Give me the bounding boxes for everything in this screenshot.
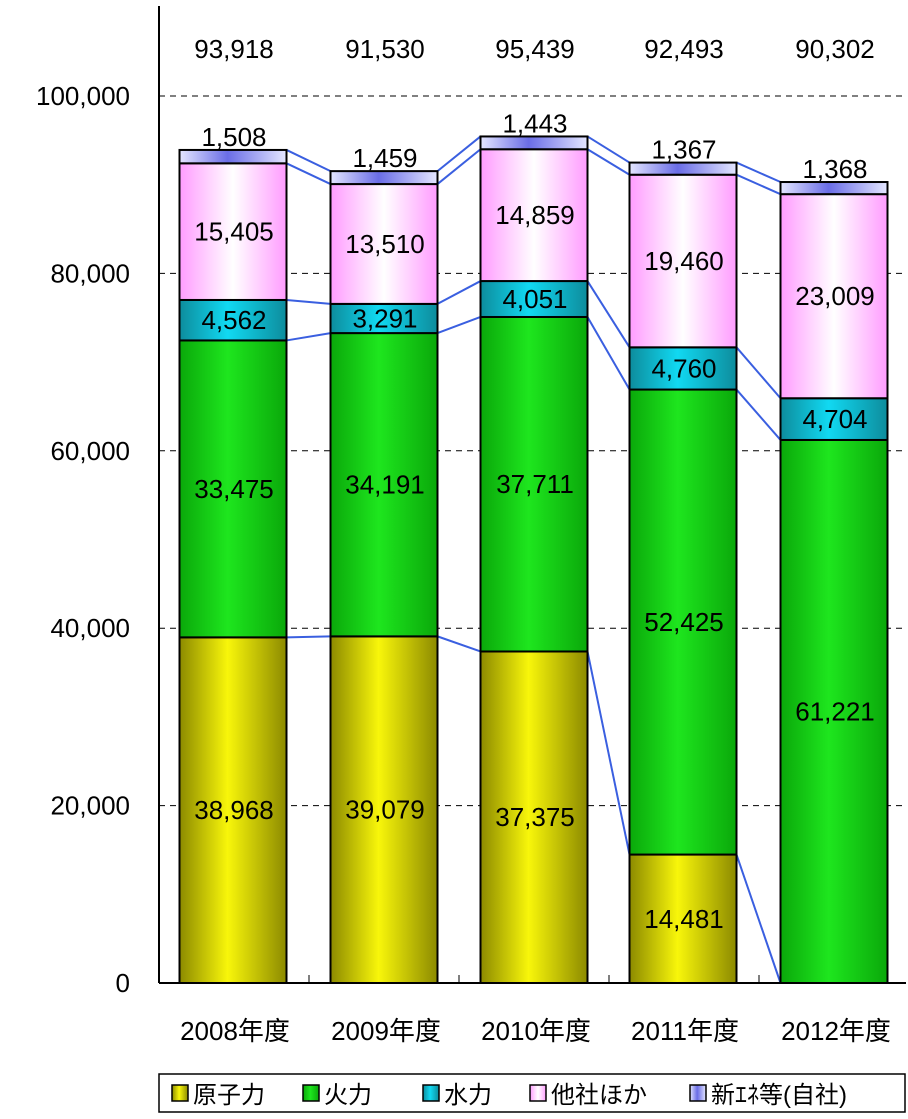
bar-2009年度-他社ほか — [329, 183, 439, 305]
value-label: 3,291 — [352, 303, 417, 333]
bar-2009年度-火力 — [329, 332, 439, 638]
bar-2010年度-火力 — [479, 315, 589, 653]
bar-2008年度-新ｴﾈ等(自社) — [178, 148, 288, 165]
connector-原子力-2 — [586, 651, 631, 855]
data-labels: 93,918 91,530 95,439 92,493 90,302 38,968 39,0… — [194, 34, 875, 934]
bar-2012年度-火力 — [779, 438, 889, 984]
legend-label: 原子力 — [193, 1082, 265, 1109]
legend: 原子力 火力 水力 他社ほか 新ｴﾈ等(自社) — [158, 1073, 906, 1113]
connector-原子力-1 — [437, 635, 481, 653]
value-label: 13,510 — [345, 229, 425, 259]
value-label: 52,425 — [644, 607, 724, 637]
bar-2011年度-火力 — [628, 388, 738, 856]
legend-label: 水力 — [444, 1082, 492, 1109]
y-tick-label: 20,000 — [50, 791, 130, 821]
connector-火力-1 — [437, 316, 481, 335]
value-label: 4,562 — [201, 305, 266, 335]
total-label: 93,918 — [194, 34, 274, 64]
bar-2008年度-火力 — [178, 339, 288, 639]
value-label: 39,079 — [345, 795, 425, 825]
connector-新ｴﾈ等(自社)-2 — [586, 135, 631, 164]
legend-label: 火力 — [324, 1082, 372, 1109]
y-tick-label: 40,000 — [50, 613, 130, 643]
legend-swatch-水力 — [422, 1084, 440, 1102]
bar-2011年度-他社ほか — [628, 173, 738, 349]
total-label: 92,493 — [644, 34, 724, 64]
value-label: 4,051 — [502, 284, 567, 314]
connector-新ｴﾈ等(自社)-0 — [286, 149, 331, 173]
bar-2010年度-他社ほか — [479, 148, 589, 283]
bar-2009年度-原子力 — [329, 635, 439, 984]
series-connector-lines — [286, 135, 782, 984]
connector-水力-3 — [735, 346, 782, 399]
connector-火力-0 — [286, 332, 331, 342]
bar-2009年度-水力 — [329, 302, 439, 335]
y-tick-label: 80,000 — [50, 258, 130, 288]
connector-他社ほか-3 — [736, 173, 781, 196]
connector-他社ほか-0 — [286, 162, 331, 185]
value-label: 4,704 — [802, 404, 867, 434]
value-label: 61,221 — [795, 696, 875, 726]
bar-2008年度-原子力 — [178, 636, 288, 984]
value-label: 4,760 — [651, 353, 716, 383]
connector-他社ほか-2 — [586, 148, 631, 176]
bar-2011年度-新ｴﾈ等(自社) — [628, 161, 738, 176]
x-tick-label: 2010年度 — [481, 1016, 591, 1046]
x-tick-label: 2008年度 — [180, 1016, 290, 1046]
connector-原子力-3 — [735, 854, 782, 984]
legend-swatch-火力 — [302, 1084, 320, 1102]
x-tick-label: 2011年度 — [631, 1016, 739, 1046]
bar-2012年度-他社ほか — [779, 193, 889, 400]
connector-水力-1 — [437, 280, 481, 305]
legend-swatch-原子力 — [171, 1084, 189, 1102]
connector-新ｴﾈ等(自社)-1 — [436, 135, 482, 172]
bar-2010年度-原子力 — [479, 650, 589, 984]
connector-水力-0 — [286, 298, 331, 305]
x-tick-label: 2012年度 — [781, 1016, 891, 1046]
bar-2008年度-他社ほか — [178, 162, 288, 301]
connector-新ｴﾈ等(自社)-3 — [736, 161, 781, 183]
total-label: 90,302 — [795, 34, 875, 64]
y-tick-label: 100,000 — [36, 81, 130, 111]
total-label: 95,439 — [495, 34, 575, 64]
value-label: 23,009 — [795, 281, 875, 311]
connector-火力-2 — [586, 316, 631, 391]
value-label: 19,460 — [644, 246, 724, 276]
value-label: 15,405 — [194, 217, 274, 247]
value-label: 14,481 — [644, 904, 724, 934]
bar-2009年度-新ｴﾈ等(自社) — [329, 170, 439, 186]
total-label: 91,530 — [345, 34, 425, 64]
value-label: 33,475 — [194, 474, 274, 504]
value-label: 1,508 — [201, 122, 266, 152]
value-label: 34,191 — [345, 470, 425, 500]
bar-2010年度-水力 — [479, 280, 589, 318]
value-label: 14,859 — [495, 200, 575, 230]
value-label: 37,711 — [496, 469, 574, 499]
value-label: 1,368 — [802, 154, 867, 184]
value-label: 1,459 — [352, 143, 417, 173]
bar-2010年度-新ｴﾈ等(自社) — [479, 135, 589, 151]
axes: 0 20,000 40,000 60,000 80,000 100,000 2008年度 20… — [36, 6, 906, 1046]
bar-2012年度-新ｴﾈ等(自社) — [779, 181, 889, 196]
legend-swatch-新ｴﾈ等(自社) — [689, 1084, 707, 1102]
value-label: 37,375 — [495, 802, 575, 832]
connector-原子力-0 — [286, 635, 331, 639]
bars — [178, 135, 889, 984]
value-label: 1,443 — [502, 108, 567, 138]
legend-swatch-他社ほか — [529, 1084, 547, 1102]
value-label: 38,968 — [194, 795, 274, 825]
connector-火力-3 — [735, 388, 782, 441]
x-tick-label: 2009年度 — [331, 1016, 441, 1046]
connector-水力-2 — [586, 280, 631, 348]
legend-label: 他社ほか — [551, 1082, 647, 1109]
connector-他社ほか-1 — [436, 148, 482, 185]
legend-label: 新ｴﾈ等(自社) — [711, 1082, 847, 1109]
value-label: 1,367 — [651, 135, 716, 165]
y-tick-label: 0 — [116, 968, 130, 998]
y-tick-label: 60,000 — [50, 436, 130, 466]
bar-2008年度-水力 — [178, 298, 288, 342]
